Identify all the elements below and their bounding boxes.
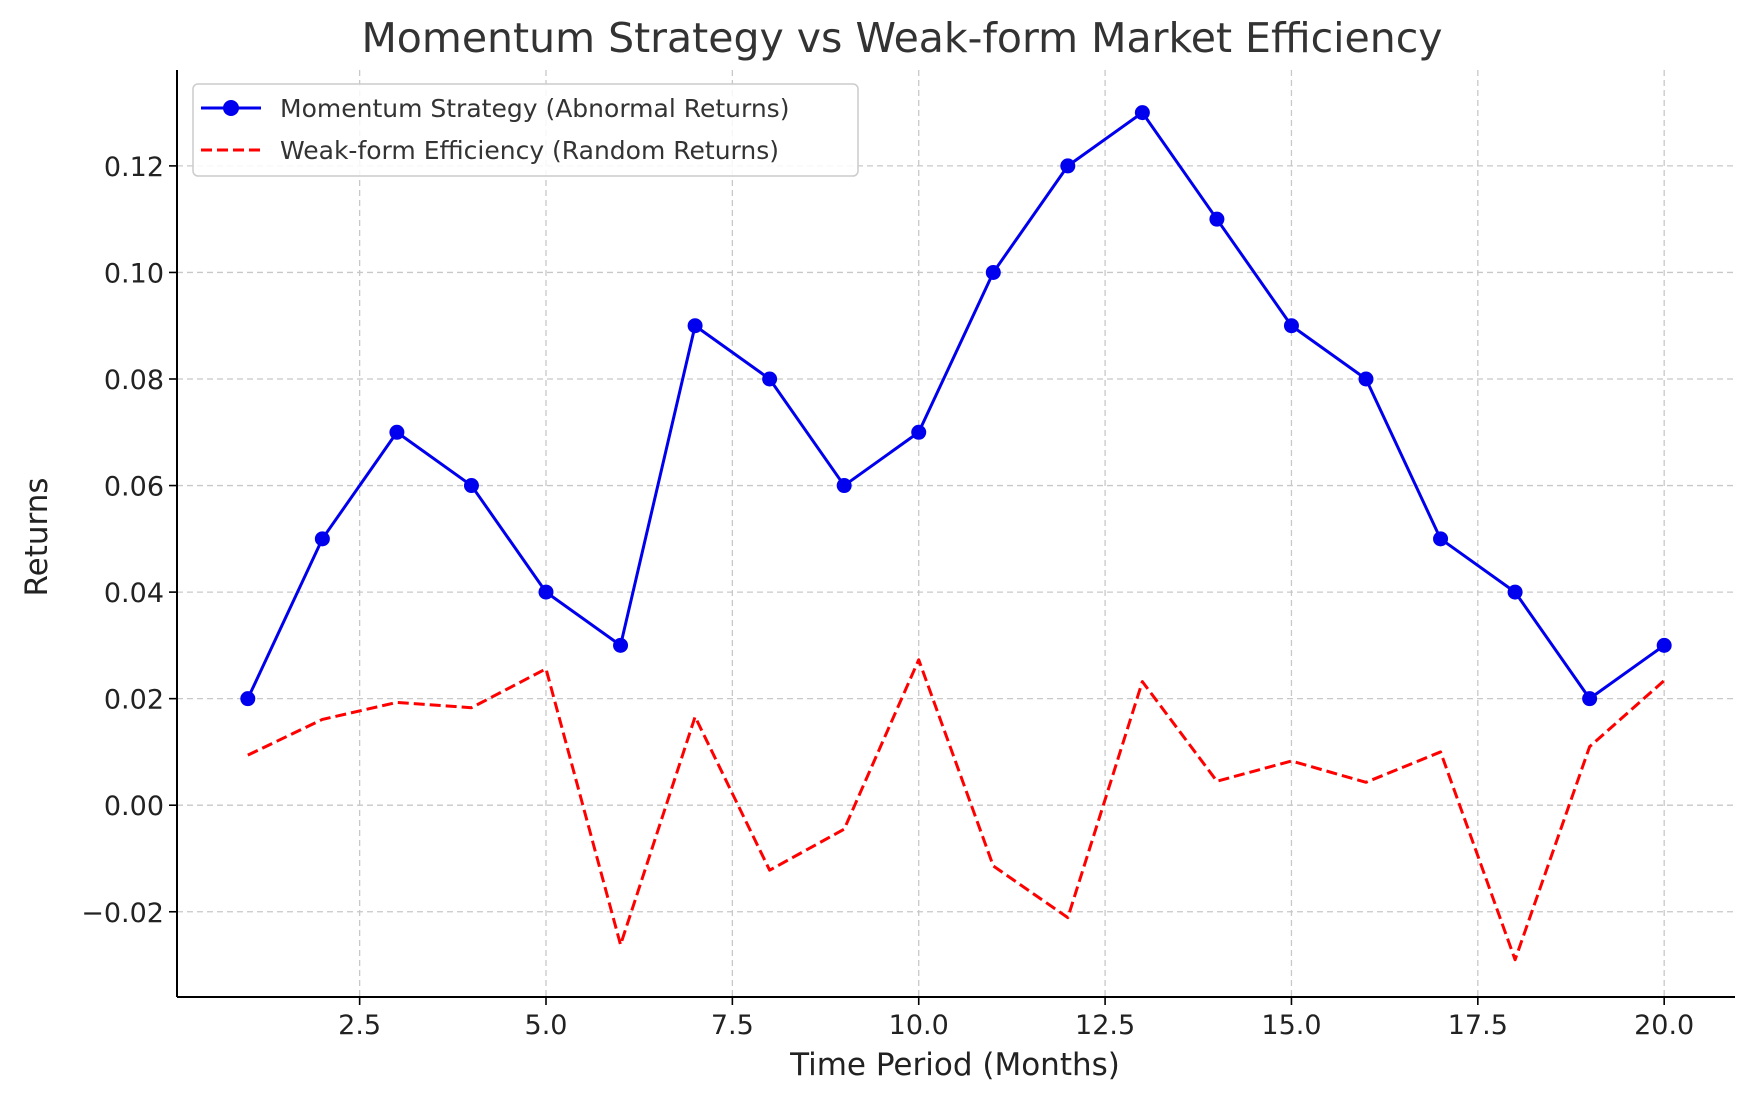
legend: Momentum Strategy (Abnormal Returns) Wea…	[192, 83, 859, 177]
data-point-momentum	[389, 424, 405, 440]
y-tick-label: 0.04	[104, 578, 164, 609]
x-tick-label: 5.0	[525, 1010, 568, 1041]
series-line-momentum	[246, 111, 1666, 701]
data-point-momentum	[1656, 637, 1672, 653]
y-tick-label: 0.02	[104, 685, 164, 716]
data-point-momentum	[1358, 371, 1374, 387]
y-tick-label: 0.10	[104, 258, 164, 289]
data-point-momentum	[613, 637, 629, 653]
data-point-momentum	[836, 478, 852, 494]
data-point-momentum	[1209, 211, 1225, 227]
data-point-momentum	[538, 584, 554, 600]
data-point-momentum	[1060, 158, 1076, 174]
data-point-momentum	[762, 371, 778, 387]
legend-marker-momentum	[223, 100, 239, 116]
y-axis-label: Returns	[19, 477, 55, 596]
data-point-momentum	[463, 478, 479, 494]
data-point-momentum	[1433, 531, 1449, 547]
y-tick-label: 0.06	[104, 472, 164, 503]
axes	[176, 70, 1735, 998]
data-point-momentum	[911, 424, 927, 440]
data-point-momentum	[1134, 105, 1150, 121]
data-point-momentum	[687, 318, 703, 334]
x-tick-label: 20.0	[1634, 1010, 1694, 1041]
grid	[177, 70, 1735, 997]
x-tick-label: 7.5	[711, 1010, 754, 1041]
x-axis-label: Time Period (Months)	[789, 1047, 1120, 1083]
legend-box	[192, 83, 859, 177]
x-tick-label: 12.5	[1075, 1010, 1135, 1041]
x-tick-label: 17.5	[1448, 1010, 1508, 1041]
y-axis-ticks: −0.02 0.00 0.02 0.04 0.06 0.08 0.10 0.12	[81, 152, 177, 929]
y-tick-label: 0.12	[104, 152, 164, 183]
data-point-momentum	[1283, 318, 1299, 334]
data-point-momentum	[985, 264, 1001, 280]
y-tick-label: −0.02	[81, 898, 164, 929]
y-tick-label: 0.00	[104, 791, 164, 822]
series-layer	[240, 105, 1672, 962]
data-point-momentum	[240, 691, 256, 707]
y-tick-label: 0.08	[104, 365, 164, 396]
x-axis-ticks: 2.5 5.0 7.5 10.0 12.5 15.0 17.5 20.0	[338, 997, 1694, 1041]
series-line-weak-form	[247, 658, 1666, 962]
data-point-momentum	[1582, 691, 1598, 707]
legend-label-momentum: Momentum Strategy (Abnormal Returns)	[280, 94, 789, 123]
data-point-momentum	[1507, 584, 1523, 600]
chart-title: Momentum Strategy vs Weak-form Market Ef…	[361, 14, 1442, 62]
x-tick-label: 10.0	[889, 1010, 949, 1041]
legend-label-weak-form: Weak-form Efficiency (Random Returns)	[280, 136, 779, 165]
data-point-momentum	[314, 531, 330, 547]
x-tick-label: 15.0	[1261, 1010, 1321, 1041]
x-tick-label: 2.5	[338, 1010, 381, 1041]
